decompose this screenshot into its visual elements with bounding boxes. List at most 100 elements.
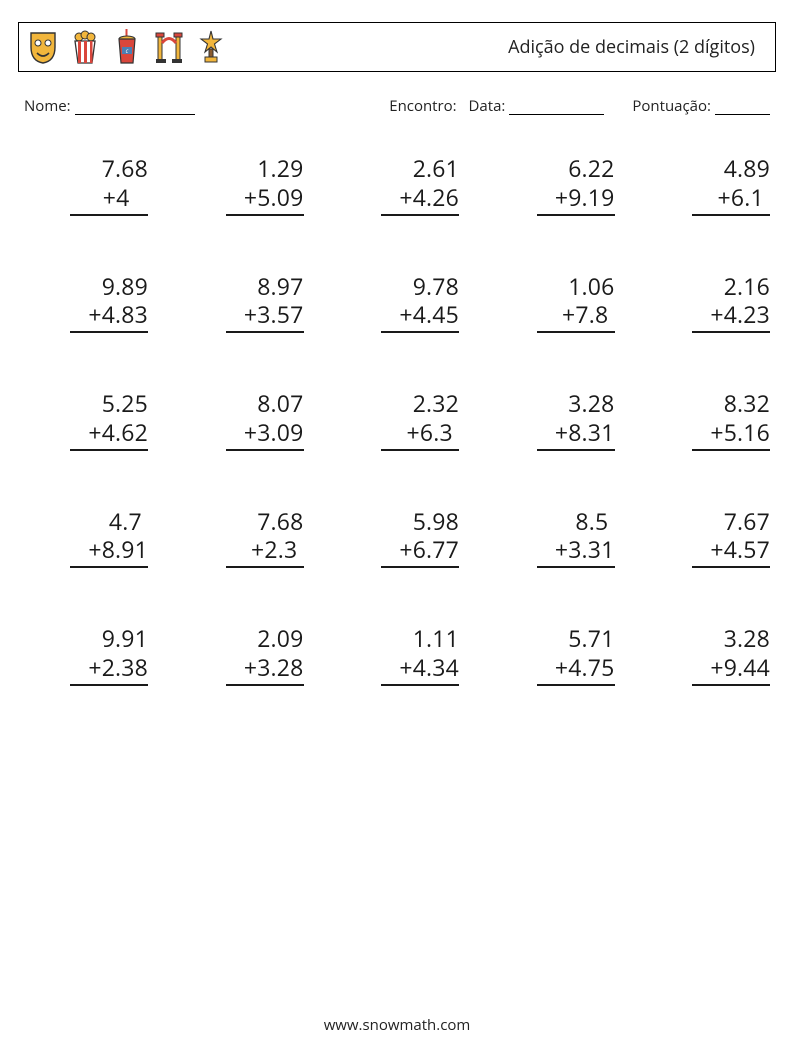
problem: 7.68+4	[24, 154, 148, 216]
sum-bar	[226, 331, 304, 333]
header-bar: c Adição de decimais (2 dígitos)	[18, 22, 776, 72]
addend-bottom: +4.34	[399, 653, 459, 682]
worksheet-page: c Adição de decimais (2 dígitos) N	[0, 0, 794, 1053]
meta-row: Nome: Encontro: Data: Pontuação:	[18, 96, 776, 116]
svg-text:c: c	[126, 47, 129, 55]
problem-row: 7.68+4 1.29+5.09 2.61+4.26 6.22+9.19 4.89+6…	[24, 154, 770, 216]
addend-bottom: +7.8	[562, 300, 614, 329]
footer-url: www.snowmath.com	[0, 1015, 794, 1035]
problem: 9.91+2.38	[24, 624, 148, 686]
problem: 1.06+7.8	[491, 272, 615, 334]
addend-bottom: +4.75	[555, 653, 615, 682]
problem: 4.7 +8.91	[24, 507, 148, 569]
mask-icon	[27, 27, 59, 67]
addend-top: 5.71	[568, 624, 614, 653]
popcorn-icon	[69, 27, 101, 67]
addend-bottom: +5.16	[710, 418, 770, 447]
addend-bottom: +2.3	[251, 535, 303, 564]
sum-bar	[226, 684, 304, 686]
problem: 2.09+3.28	[180, 624, 304, 686]
sum-bar	[381, 214, 459, 216]
problem: 8.32+5.16	[646, 389, 770, 451]
sum-bar	[381, 566, 459, 568]
addend-bottom: +4.26	[399, 183, 459, 212]
date-blank	[509, 114, 604, 115]
addend-bottom: +2.38	[88, 653, 148, 682]
problem: 1.11+4.34	[335, 624, 459, 686]
problem: 2.32+6.3	[335, 389, 459, 451]
problem-row: 9.91+2.38 2.09+3.28 1.11+4.34 5.71+4.75 3.28…	[24, 624, 770, 686]
trophy-icon	[195, 27, 227, 67]
problem: 8.97+3.57	[180, 272, 304, 334]
addend-bottom: +3.28	[244, 653, 304, 682]
addend-top: 3.28	[724, 624, 770, 653]
addend-top: 1.11	[413, 624, 459, 653]
addend-top: 5.98	[413, 507, 459, 536]
drink-icon: c	[111, 27, 143, 67]
sum-bar	[70, 331, 148, 333]
worksheet-title: Adição de decimais (2 dígitos)	[508, 35, 767, 59]
sum-bar	[537, 214, 615, 216]
addend-bottom: +8.31	[555, 418, 615, 447]
addend-bottom: +4.57	[710, 535, 770, 564]
problem-row: 4.7 +8.91 7.68+2.3 5.98+6.77 8.5 +3.31 7.67…	[24, 507, 770, 569]
problem: 7.68+2.3	[180, 507, 304, 569]
problem-row: 9.89+4.838.97+3.579.78+4.451.06+7.8 2.16…	[24, 272, 770, 334]
problem: 3.28+8.31	[491, 389, 615, 451]
addend-top: 7.68	[257, 507, 303, 536]
sum-bar	[692, 566, 770, 568]
problem: 4.89+6.1	[646, 154, 770, 216]
name-blank	[75, 114, 195, 115]
problem-row: 5.25+4.628.07+3.092.32+6.3 3.28+8.318.32…	[24, 389, 770, 451]
sum-bar	[70, 566, 148, 568]
sum-bar	[226, 449, 304, 451]
addend-top: 6.22	[568, 154, 614, 183]
addend-bottom: +8.91	[88, 535, 148, 564]
addend-top: 2.16	[724, 272, 770, 301]
addend-top: 8.97	[257, 272, 303, 301]
problem: 8.5 +3.31	[491, 507, 615, 569]
problems-grid: 7.68+4 1.29+5.092.61+4.266.22+9.194.89+6…	[18, 154, 776, 686]
addend-top: 2.32	[413, 389, 459, 418]
addend-top: 1.06	[568, 272, 614, 301]
sum-bar	[381, 331, 459, 333]
problem: 3.28+9.44	[646, 624, 770, 686]
addend-bottom: +4.83	[88, 300, 148, 329]
score-label: Pontuação:	[632, 96, 711, 116]
addend-bottom: +6.77	[399, 535, 459, 564]
sum-bar	[537, 449, 615, 451]
addend-top: 4.7	[109, 507, 148, 536]
addend-top: 8.5	[575, 507, 614, 536]
problem: 9.89+4.83	[24, 272, 148, 334]
date-label: Data:	[469, 96, 506, 116]
sum-bar	[537, 331, 615, 333]
addend-top: 9.89	[102, 272, 148, 301]
addend-top: 2.09	[257, 624, 303, 653]
sum-bar	[70, 684, 148, 686]
sum-bar	[537, 566, 615, 568]
sum-bar	[381, 684, 459, 686]
sum-bar	[692, 214, 770, 216]
addend-bottom: +4.45	[399, 300, 459, 329]
addend-bottom: +4	[103, 183, 148, 212]
addend-top: 8.32	[724, 389, 770, 418]
addend-bottom: +6.3	[407, 418, 459, 447]
problem: 2.61+4.26	[335, 154, 459, 216]
problem: 1.29+5.09	[180, 154, 304, 216]
sum-bar	[381, 449, 459, 451]
addend-bottom: +4.62	[88, 418, 148, 447]
addend-top: 1.29	[257, 154, 303, 183]
sum-bar	[692, 449, 770, 451]
problem: 6.22+9.19	[491, 154, 615, 216]
addend-top: 5.25	[102, 389, 148, 418]
score-blank	[715, 114, 770, 115]
addend-top: 9.91	[102, 624, 148, 653]
addend-top: 7.67	[724, 507, 770, 536]
addend-top: 7.68	[102, 154, 148, 183]
sum-bar	[226, 214, 304, 216]
problem: 2.16+4.23	[646, 272, 770, 334]
problem: 5.98+6.77	[335, 507, 459, 569]
addend-top: 3.28	[568, 389, 614, 418]
meta-right: Encontro: Data: Pontuação:	[389, 96, 770, 116]
addend-bottom: +6.1	[718, 183, 770, 212]
